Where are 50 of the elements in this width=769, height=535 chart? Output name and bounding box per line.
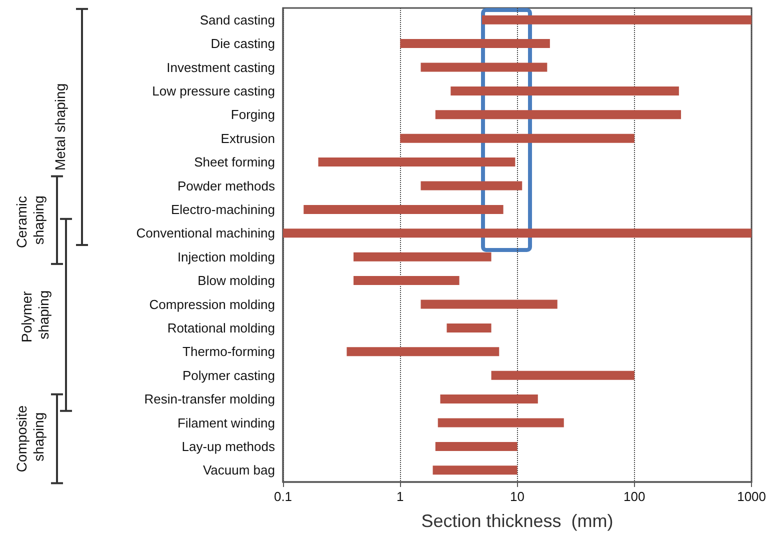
y-tick-label: Thermo-forming [182,344,275,360]
text: Metal shaping [52,83,68,171]
bar [354,276,460,286]
bar [420,62,548,72]
y-tick-label: Resin-transfer molding [144,392,275,407]
bar [420,181,522,190]
y-tick-label: Lay-up methods [182,438,276,454]
y-tick-label: Vacuum bag [202,462,275,478]
x-tick-label: 1000 [737,489,766,504]
bar [482,15,752,24]
x-tick-label: 1 [396,489,404,504]
x-axis-title: Section thickness (mm) [421,511,614,531]
y-tick-label: Injection molding [177,249,275,264]
bar [435,110,682,120]
bar [491,370,634,380]
y-tick-label: Compression molding [149,296,275,312]
text: Composite shaping [14,405,46,472]
y-tick-label: Investment casting [166,60,275,75]
y-tick-label: Filament winding [177,415,275,430]
y-tick-label: Powder methods [177,178,276,194]
y-tick-label: Extrusion [220,130,275,146]
x-tick-label: 100 [624,489,646,504]
text: Ceramic shaping [14,192,46,248]
bar [318,158,516,167]
y-tick-label: Sand casting [200,12,275,28]
y-tick-label: Electro-machining [170,202,275,217]
y-tick-label: Sheet forming [194,154,275,170]
bar [435,442,518,451]
y-tick-label: Low pressure casting [152,83,275,98]
bar [400,134,634,143]
bar [346,347,500,356]
y-tick-label: Die casting [210,36,275,52]
bar [420,300,558,309]
y-tick-label: Polymer casting [182,368,275,383]
y-tick-label: Conventional machining [136,226,275,241]
bar [446,323,492,332]
bar [438,418,564,428]
y-tick-label: Forging [230,107,275,122]
bar [432,466,518,475]
bar [304,204,504,214]
y-tick-label: Rotational molding [167,320,275,336]
x-tick-label: 10 [510,489,525,504]
bar [400,39,550,48]
bar [283,228,752,238]
bar [450,86,679,96]
x-tick-label: 0.1 [274,489,292,504]
text: Polymer shaping [18,287,52,343]
bar [354,252,492,262]
y-tick-label: Blow molding [198,273,275,288]
bar [440,394,538,404]
